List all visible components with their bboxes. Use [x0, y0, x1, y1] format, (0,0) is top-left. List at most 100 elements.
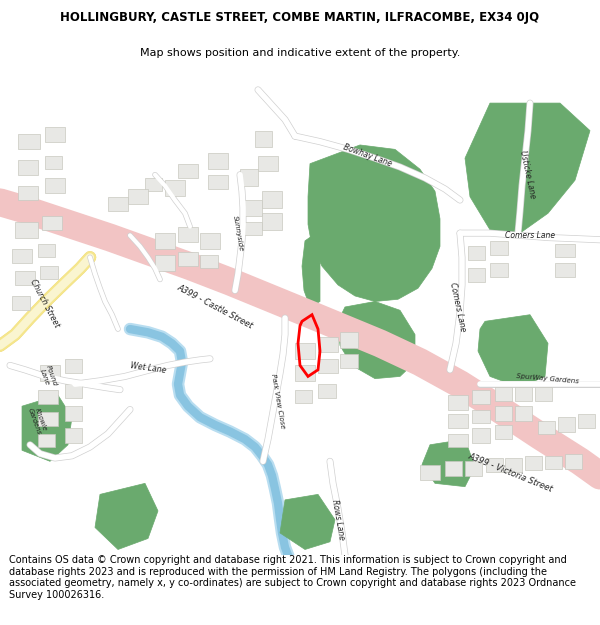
Polygon shape — [178, 252, 198, 266]
Text: Knowle
Gardens: Knowle Gardens — [27, 405, 49, 436]
Polygon shape — [295, 343, 315, 359]
Polygon shape — [490, 263, 508, 278]
Polygon shape — [448, 395, 468, 409]
Polygon shape — [338, 301, 415, 379]
Polygon shape — [262, 213, 282, 230]
Polygon shape — [280, 494, 335, 549]
Polygon shape — [178, 164, 198, 178]
Polygon shape — [128, 189, 148, 204]
Polygon shape — [45, 156, 62, 169]
Polygon shape — [468, 246, 485, 259]
Polygon shape — [242, 200, 262, 216]
Polygon shape — [40, 266, 58, 279]
Text: SpurWay Gardens: SpurWay Gardens — [517, 373, 580, 384]
Polygon shape — [95, 483, 158, 549]
Polygon shape — [40, 366, 60, 381]
Polygon shape — [535, 388, 552, 401]
Polygon shape — [155, 255, 175, 271]
Text: Wet Lane: Wet Lane — [130, 361, 167, 374]
Polygon shape — [255, 131, 272, 147]
Text: HOLLINGBURY, CASTLE STREET, COMBE MARTIN, ILFRACOMBE, EX34 0JQ: HOLLINGBURY, CASTLE STREET, COMBE MARTIN… — [61, 11, 539, 24]
Polygon shape — [558, 418, 575, 431]
Polygon shape — [18, 161, 38, 175]
Polygon shape — [208, 152, 228, 169]
Polygon shape — [262, 191, 282, 208]
Polygon shape — [318, 337, 338, 352]
Polygon shape — [445, 461, 462, 476]
Polygon shape — [38, 434, 55, 447]
Polygon shape — [22, 395, 72, 461]
Polygon shape — [486, 458, 503, 472]
Polygon shape — [578, 414, 595, 428]
Polygon shape — [302, 233, 320, 307]
Polygon shape — [155, 233, 175, 249]
Polygon shape — [422, 439, 475, 487]
Text: Bowhay Lane: Bowhay Lane — [343, 143, 394, 169]
Polygon shape — [308, 145, 440, 301]
Polygon shape — [472, 428, 490, 442]
Polygon shape — [545, 456, 562, 469]
Polygon shape — [472, 389, 490, 404]
Polygon shape — [108, 197, 128, 211]
Text: A399 - Castle Street: A399 - Castle Street — [176, 283, 254, 331]
Polygon shape — [65, 359, 82, 373]
Text: Comers Lane: Comers Lane — [505, 231, 555, 240]
Polygon shape — [18, 186, 38, 200]
Text: Usticke Lane: Usticke Lane — [518, 150, 538, 199]
Polygon shape — [515, 406, 532, 421]
Polygon shape — [12, 296, 30, 310]
Polygon shape — [38, 389, 58, 404]
Polygon shape — [465, 103, 590, 233]
Polygon shape — [65, 428, 82, 442]
Polygon shape — [468, 268, 485, 282]
Polygon shape — [515, 388, 532, 401]
Polygon shape — [258, 156, 278, 171]
Polygon shape — [565, 454, 582, 469]
Polygon shape — [240, 169, 258, 186]
Polygon shape — [45, 178, 65, 194]
Polygon shape — [495, 406, 512, 421]
Polygon shape — [340, 354, 358, 367]
Polygon shape — [12, 249, 32, 263]
Polygon shape — [538, 421, 555, 434]
Text: Comers Lane: Comers Lane — [448, 281, 467, 332]
Polygon shape — [555, 263, 575, 278]
Text: Rows Lane: Rows Lane — [330, 499, 346, 541]
Polygon shape — [525, 456, 542, 470]
Polygon shape — [208, 175, 228, 189]
Polygon shape — [65, 406, 82, 421]
Text: A399 - Victoria Street: A399 - Victoria Street — [466, 451, 554, 494]
Polygon shape — [505, 458, 522, 472]
Polygon shape — [15, 222, 38, 238]
Polygon shape — [145, 178, 162, 191]
Text: Pound
Lane: Pound Lane — [38, 364, 58, 389]
Polygon shape — [178, 226, 198, 242]
Text: Sunnyside: Sunnyside — [232, 214, 244, 252]
Polygon shape — [465, 461, 482, 476]
Polygon shape — [200, 255, 218, 268]
Polygon shape — [448, 434, 468, 447]
Polygon shape — [448, 414, 468, 428]
Polygon shape — [490, 241, 508, 255]
Polygon shape — [420, 464, 440, 480]
Polygon shape — [242, 222, 262, 236]
Polygon shape — [495, 425, 512, 439]
Polygon shape — [42, 216, 62, 230]
Polygon shape — [318, 384, 336, 399]
Text: Map shows position and indicative extent of the property.: Map shows position and indicative extent… — [140, 48, 460, 58]
Polygon shape — [295, 366, 315, 381]
Text: Contains OS data © Crown copyright and database right 2021. This information is : Contains OS data © Crown copyright and d… — [9, 555, 576, 600]
Polygon shape — [38, 412, 58, 426]
Polygon shape — [495, 388, 512, 401]
Polygon shape — [555, 244, 575, 258]
Polygon shape — [200, 233, 220, 249]
Text: Park View Close: Park View Close — [270, 372, 286, 429]
Polygon shape — [478, 315, 548, 388]
Polygon shape — [295, 389, 312, 403]
Polygon shape — [15, 271, 35, 285]
Polygon shape — [65, 384, 82, 399]
Polygon shape — [38, 244, 55, 258]
Polygon shape — [165, 180, 185, 196]
Text: Church Street: Church Street — [29, 278, 61, 329]
Polygon shape — [45, 127, 65, 142]
